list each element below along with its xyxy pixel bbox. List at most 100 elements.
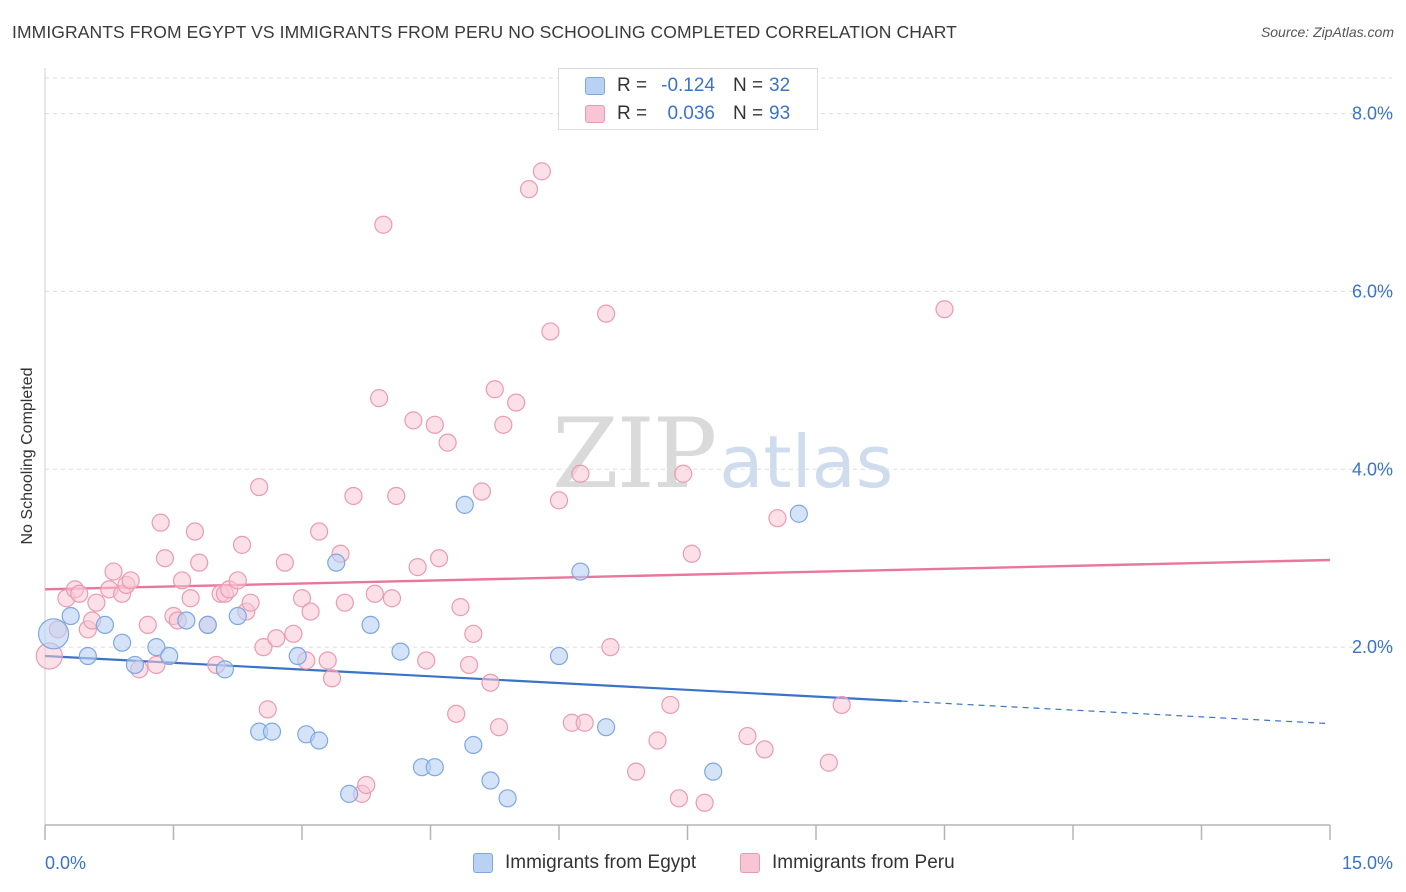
data-point-peru xyxy=(104,562,123,581)
source-label: Source: ZipAtlas.com xyxy=(1260,24,1394,40)
trend-lines xyxy=(44,558,1331,725)
y-tick-label: 8.0% xyxy=(1352,104,1393,124)
data-point-egypt xyxy=(288,646,307,666)
data-point-egypt xyxy=(391,642,410,661)
data-point-peru xyxy=(738,726,757,746)
data-point-peru xyxy=(532,162,551,181)
data-point-peru xyxy=(275,553,294,572)
data-point-peru xyxy=(438,433,457,452)
data-point-peru xyxy=(674,464,693,483)
data-point-egypt xyxy=(262,722,282,741)
data-point-peru xyxy=(507,393,526,412)
data-point-peru xyxy=(485,380,504,399)
data-point-egypt xyxy=(215,660,234,679)
data-point-peru xyxy=(155,549,175,568)
x-tick-label: 0.0% xyxy=(45,853,86,873)
data-point-peru xyxy=(382,589,402,608)
correlation-legend: R = -0.124 N = 32 R = 0.036 N = 93 xyxy=(558,68,818,130)
data-point-peru xyxy=(417,651,436,670)
data-point-egypt xyxy=(228,606,247,626)
legend-label-egypt: Immigrants from Egypt xyxy=(505,852,697,873)
data-point-peru xyxy=(682,544,701,563)
data-point-peru xyxy=(185,522,205,541)
data-point-peru xyxy=(267,629,286,648)
data-point-egypt xyxy=(361,615,380,635)
legend-label-peru: Immigrants from Peru xyxy=(772,852,955,873)
data-point-egypt xyxy=(327,553,346,572)
data-point-peru xyxy=(335,593,354,612)
data-point-peru xyxy=(228,571,247,590)
data-point-peru xyxy=(425,415,444,434)
data-point-peru xyxy=(344,486,363,506)
data-point-peru xyxy=(597,304,616,323)
data-point-egypt xyxy=(160,646,179,666)
x-tick-label: 15.0% xyxy=(1342,853,1393,873)
data-point-egypt xyxy=(340,784,359,803)
data-point-egypt xyxy=(95,615,115,635)
data-point-peru xyxy=(459,655,479,675)
data-point-egypt xyxy=(597,718,616,737)
data-point-peru xyxy=(447,704,466,723)
data-point-peru xyxy=(408,558,427,577)
data-point-peru xyxy=(365,584,384,603)
data-point-egypt xyxy=(37,618,70,650)
data-point-peru xyxy=(232,535,252,554)
legend-r-value: 0.036 xyxy=(667,103,715,124)
data-point-peru xyxy=(575,713,594,732)
legend-swatch-peru xyxy=(585,105,605,123)
data-point-peru xyxy=(241,593,260,612)
data-point-egypt xyxy=(310,731,329,750)
legend-n-label: N = xyxy=(733,75,764,96)
grid-lines xyxy=(45,77,1392,648)
tick-labels: 2.0% 4.0% 6.0% 8.0% 0.0% 15.0% xyxy=(45,104,1393,873)
data-point-peru xyxy=(147,655,166,675)
series-legend: Immigrants from Egypt Immigrants from Pe… xyxy=(0,850,1406,878)
data-point-egypt xyxy=(481,771,500,790)
data-point-peru xyxy=(464,624,483,643)
y-tick-label: 4.0% xyxy=(1352,459,1393,479)
data-point-peru xyxy=(648,731,667,750)
legend-item-peru[interactable]: Immigrants from Peru xyxy=(740,850,980,878)
data-point-peru xyxy=(451,598,470,617)
legend-r-label: R = xyxy=(617,75,648,96)
data-point-egypt xyxy=(125,655,145,675)
legend-item-egypt[interactable]: Immigrants from Egypt xyxy=(473,850,723,878)
data-point-egypt xyxy=(177,611,196,630)
axes xyxy=(44,68,1331,840)
data-point-egypt xyxy=(549,646,569,666)
data-point-egypt xyxy=(455,495,474,514)
chart-title: IMMIGRANTS FROM EGYPT VS IMMIGRANTS FROM… xyxy=(12,22,957,42)
data-point-peru xyxy=(429,549,449,568)
data-point-peru xyxy=(571,464,590,483)
y-tick-label: 6.0% xyxy=(1352,281,1393,301)
data-point-peru xyxy=(695,793,714,812)
data-point-peru xyxy=(755,740,774,759)
data-point-peru xyxy=(541,322,560,341)
data-point-egypt xyxy=(112,633,132,652)
data-point-peru xyxy=(489,718,509,737)
data-point-peru xyxy=(121,571,140,590)
data-point-peru xyxy=(404,411,423,430)
data-point-peru xyxy=(519,180,539,199)
data-point-peru xyxy=(284,624,303,643)
data-point-egypt xyxy=(425,758,444,777)
legend-r-label: R = xyxy=(617,103,648,124)
data-point-peru xyxy=(254,638,273,657)
data-point-peru xyxy=(151,513,170,532)
legend-n-label: N = xyxy=(733,103,764,124)
legend-row-peru: R = 0.036 N = 93 xyxy=(559,101,817,129)
trend-line-egypt xyxy=(44,654,902,703)
data-point-peru xyxy=(481,673,500,692)
data-point-peru xyxy=(357,775,376,795)
legend-row-egypt: R = -0.124 N = 32 xyxy=(559,73,817,101)
data-point-peru xyxy=(87,593,106,612)
data-point-peru xyxy=(258,700,277,719)
data-point-peru xyxy=(301,602,320,621)
legend-n-value: 93 xyxy=(769,103,791,124)
legend-n-value: 32 xyxy=(769,75,791,96)
data-point-egypt xyxy=(78,646,97,666)
data-point-peru xyxy=(250,477,269,497)
data-point-egypt xyxy=(147,638,166,657)
data-point-peru xyxy=(190,553,209,572)
